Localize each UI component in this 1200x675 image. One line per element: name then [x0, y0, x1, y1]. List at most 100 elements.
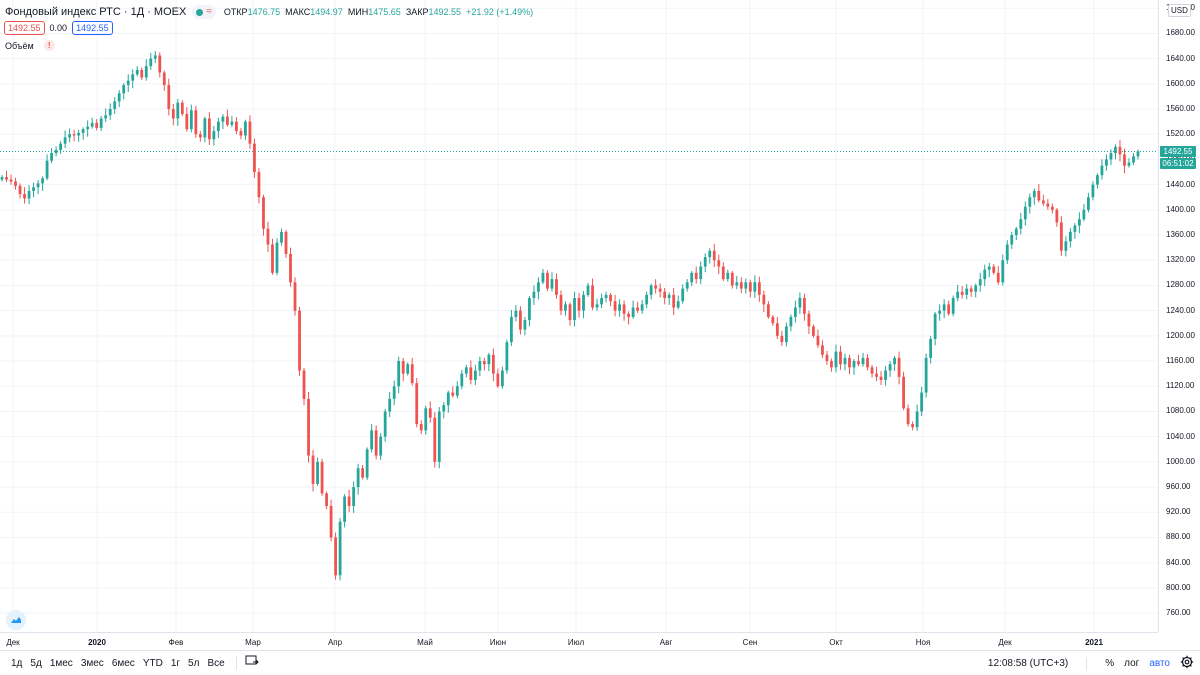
chart-pane[interactable]: [0, 0, 1158, 632]
candle: [262, 194, 265, 236]
range-button[interactable]: 5л: [188, 657, 200, 669]
candle-body: [505, 342, 509, 371]
candle-body: [717, 260, 721, 267]
candle-body: [194, 110, 198, 135]
candle-body: [392, 386, 396, 399]
candle-body: [568, 304, 572, 321]
range-button[interactable]: 6мес: [111, 657, 135, 669]
tradingview-logo-icon[interactable]: [6, 610, 26, 630]
candle-body: [289, 253, 292, 283]
candle-body: [712, 250, 716, 261]
time-axis[interactable]: Дек 2020 Фев Мар Апр Май Июн Июл Авг Сен Окт Ноя Дек…: [0, 632, 1158, 650]
x-tick-label: Фев: [168, 638, 184, 647]
candle: [257, 168, 261, 204]
candle-body: [45, 160, 49, 179]
candle: [537, 277, 540, 300]
candle-body: [464, 367, 468, 374]
candle-body: [739, 282, 743, 289]
candle-body: [144, 66, 148, 78]
buy-price-box[interactable]: 1492.55: [72, 21, 113, 35]
y-tick-label: 880.00: [1166, 532, 1191, 542]
candle-body: [924, 357, 928, 393]
range-button[interactable]: 1г: [170, 657, 181, 669]
range-button[interactable]: 5д: [30, 657, 42, 669]
candle-body: [32, 187, 35, 191]
candle: [316, 457, 319, 486]
price-boxes: 1492.55 0.00 1492.55: [4, 21, 113, 35]
range-button[interactable]: 3мес: [80, 657, 104, 669]
price-axis[interactable]: 760.00 800.00 840.00 880.00 920.00 960.00 1000…: [1158, 0, 1200, 632]
candle-body: [1037, 190, 1041, 201]
candle-body: [419, 424, 423, 431]
y-tick-label: 1520.00: [1166, 129, 1195, 139]
candle: [1001, 254, 1005, 286]
warning-icon[interactable]: !: [43, 40, 55, 51]
change-value: +21.92 (+1.49%): [466, 7, 534, 17]
percent-scale-button[interactable]: %: [1105, 658, 1115, 669]
go-to-date-icon[interactable]: [245, 654, 259, 672]
candle: [609, 293, 612, 307]
range-button[interactable]: 1д: [11, 657, 23, 669]
candle-body: [807, 313, 811, 327]
candle-body: [757, 282, 761, 295]
candle-body: [532, 291, 536, 299]
x-tick-label: 2020: [88, 638, 106, 647]
candle: [253, 138, 256, 178]
candle: [1077, 212, 1081, 234]
sell-price-box[interactable]: 1492.55: [4, 21, 45, 35]
clock[interactable]: 12:08:58 (UTC+3): [987, 658, 1069, 669]
candle: [113, 97, 117, 115]
volume-label[interactable]: Объём: [5, 40, 34, 51]
y-tick-label: 1640.00: [1166, 53, 1195, 63]
candle-body: [753, 282, 757, 292]
candle: [329, 499, 333, 542]
candle: [866, 354, 869, 371]
candle: [712, 243, 716, 268]
candle-body: [983, 269, 987, 280]
candle: [216, 117, 220, 138]
settings-gear-icon[interactable]: [1180, 655, 1194, 672]
candlestick-chart[interactable]: [0, 0, 1158, 632]
candle-body: [843, 357, 847, 365]
candle: [627, 311, 631, 325]
candle-body: [870, 367, 874, 374]
ohlc-values: ОТКР1476.75 МАКС1494.97 МИН1475.65 ЗАКР1…: [224, 7, 533, 17]
y-tick-label: 1000.00: [1166, 456, 1195, 466]
candle: [442, 402, 446, 419]
candle: [694, 266, 698, 284]
candle-body: [1005, 244, 1009, 261]
visibility-toggle[interactable]: ≈: [192, 5, 216, 19]
range-button[interactable]: YTD: [142, 657, 163, 669]
candle-body: [149, 58, 153, 67]
candle: [0, 175, 4, 182]
candle: [1028, 193, 1032, 214]
candle-body: [897, 357, 901, 377]
candle: [1032, 188, 1036, 205]
candle-body: [591, 285, 594, 308]
candle-body: [1068, 231, 1072, 242]
low-value: 1475.65: [368, 7, 401, 17]
candle: [153, 51, 157, 64]
candle-body: [455, 386, 459, 396]
candle-body: [681, 288, 685, 302]
currency-label[interactable]: USD: [1168, 4, 1191, 17]
range-button[interactable]: Все: [207, 657, 225, 669]
candle: [189, 104, 193, 133]
x-tick-label: Дек: [6, 638, 20, 647]
candle: [721, 262, 725, 282]
candle: [663, 287, 667, 305]
candle: [271, 238, 274, 275]
candle: [807, 310, 811, 334]
candle-body: [446, 392, 450, 406]
candle-body: [374, 430, 378, 456]
candle: [726, 269, 730, 282]
candle: [388, 391, 392, 418]
auto-scale-button[interactable]: авто: [1149, 658, 1170, 669]
candle: [104, 108, 108, 123]
symbol-title[interactable]: Фондовый индекс РТС · 1Д · MOEX: [5, 6, 187, 18]
range-button[interactable]: 1мес: [49, 657, 73, 669]
candle: [298, 306, 301, 377]
candle-body: [460, 373, 464, 387]
log-scale-button[interactable]: лог: [1124, 658, 1140, 669]
candle-body: [1001, 260, 1005, 283]
